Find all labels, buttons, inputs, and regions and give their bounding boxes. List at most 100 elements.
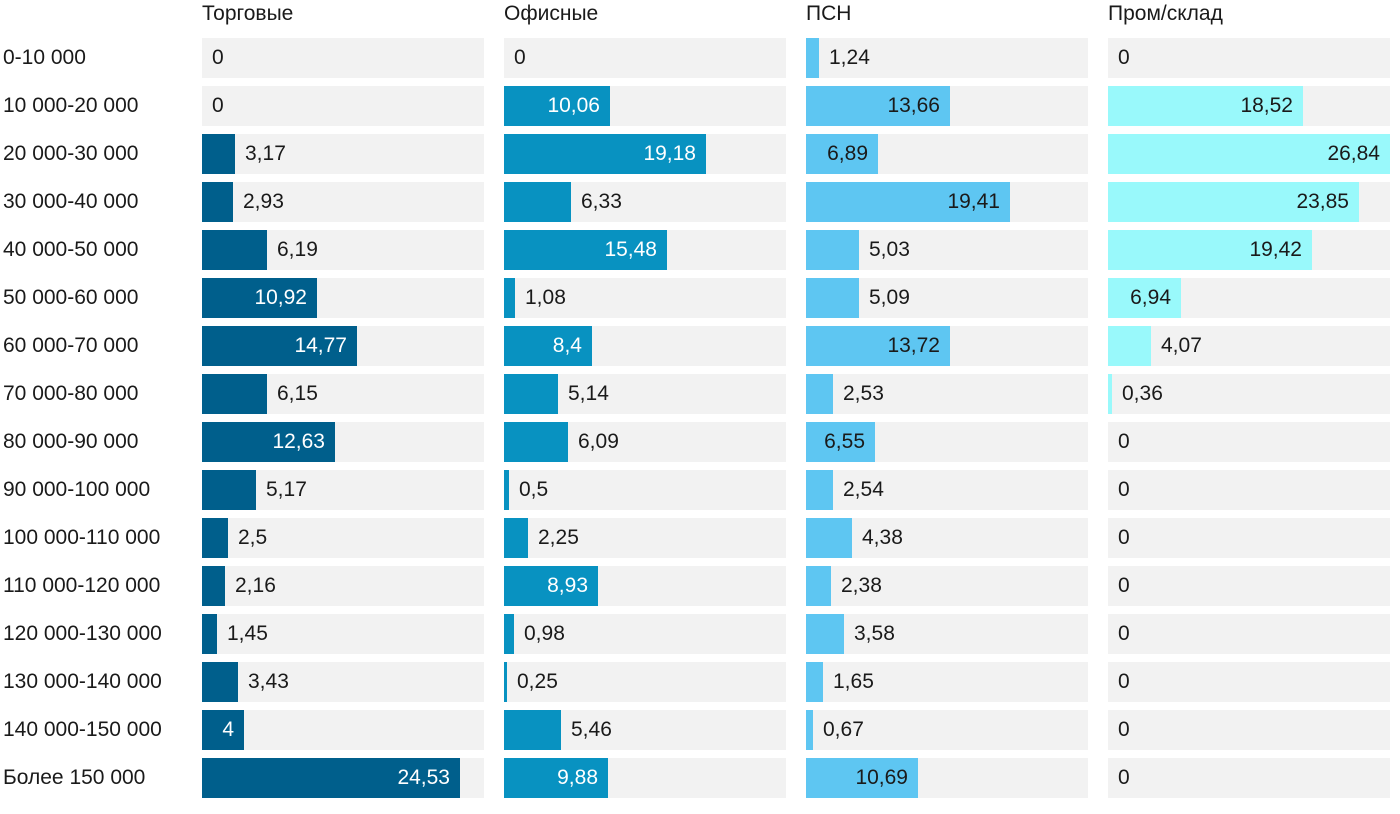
bar-value-label: 1,08 — [525, 286, 566, 309]
bar-value-label: 6,89 — [827, 142, 868, 165]
bar-track: 0,67 — [806, 710, 1088, 750]
bar-track: 4 — [202, 710, 484, 750]
category-label: 40 000-50 000 — [3, 238, 139, 261]
category-label: 20 000-30 000 — [3, 142, 139, 165]
bar — [806, 230, 859, 270]
bar-value-label: 0 — [1118, 574, 1130, 597]
bar — [504, 758, 608, 798]
bar-track: 2,93 — [202, 182, 484, 222]
bar-value-label: 24,53 — [397, 766, 450, 789]
bar-track: 1,65 — [806, 662, 1088, 702]
bar-value-label: 1,45 — [227, 622, 268, 645]
bar-track: 23,85 — [1108, 182, 1390, 222]
bar — [1108, 86, 1303, 126]
bar — [806, 710, 813, 750]
bar-track: 2,16 — [202, 566, 484, 606]
bar — [806, 662, 823, 702]
bar-track: 3,43 — [202, 662, 484, 702]
bar-value-label: 3,58 — [854, 622, 895, 645]
bar-value-label: 8,4 — [552, 334, 582, 357]
bar — [806, 38, 819, 78]
bar-value-label: 26,84 — [1327, 142, 1380, 165]
bar — [202, 230, 267, 270]
category-label: 120 000-130 000 — [3, 622, 162, 645]
bar-value-label: 10,69 — [855, 766, 908, 789]
bar-value-label: 10,06 — [547, 94, 600, 117]
bar-track: 1,08 — [504, 278, 786, 318]
bar-value-label: 14,77 — [294, 334, 347, 357]
bar-track: 0 — [1108, 422, 1390, 462]
bar-value-label: 8,93 — [547, 574, 588, 597]
bar-value-label: 0 — [212, 46, 224, 69]
bar-track: 1,24 — [806, 38, 1088, 78]
category-label: 100 000-110 000 — [3, 526, 161, 549]
bar-track: 0,98 — [504, 614, 786, 654]
bar — [1108, 278, 1181, 318]
category-label: 50 000-60 000 — [3, 286, 139, 309]
bar — [202, 182, 233, 222]
bar — [806, 614, 844, 654]
bar — [202, 470, 256, 510]
bar — [806, 518, 852, 558]
bar — [504, 230, 667, 270]
bar — [202, 134, 235, 174]
bar-track: 6,55 — [806, 422, 1088, 462]
bar-value-label: 0,36 — [1122, 382, 1163, 405]
bar-track: 0,5 — [504, 470, 786, 510]
series-header: Офисные — [504, 2, 599, 25]
bar-track: 19,41 — [806, 182, 1088, 222]
series-header: Торговые — [202, 2, 294, 25]
bar-track: 0 — [1108, 470, 1390, 510]
bar-value-label: 3,17 — [245, 142, 286, 165]
bar-value-label: 0 — [1118, 526, 1130, 549]
bar-value-label: 13,66 — [887, 94, 940, 117]
bar-value-label: 2,93 — [243, 190, 284, 213]
category-label: 60 000-70 000 — [3, 334, 139, 357]
category-label: 140 000-150 000 — [3, 718, 162, 741]
bar-value-label: 6,55 — [824, 430, 865, 453]
bar — [504, 134, 706, 174]
bar-track: 9,88 — [504, 758, 786, 798]
bar-track: 6,33 — [504, 182, 786, 222]
bar-track: 4,07 — [1108, 326, 1390, 366]
bar-value-label: 5,17 — [266, 478, 307, 501]
bar — [806, 278, 859, 318]
bar-value-label: 19,42 — [1249, 238, 1302, 261]
bar — [806, 470, 833, 510]
bar — [806, 134, 878, 174]
category-label: 70 000-80 000 — [3, 382, 139, 405]
bar-value-label: 1,65 — [833, 670, 874, 693]
bar-value-label: 4,07 — [1161, 334, 1202, 357]
bar — [202, 614, 217, 654]
bar-value-label: 0 — [1118, 670, 1130, 693]
bar-track: 18,52 — [1108, 86, 1390, 126]
bar — [504, 518, 528, 558]
category-label: 10 000-20 000 — [3, 94, 139, 117]
bar — [504, 182, 571, 222]
bar — [504, 566, 598, 606]
bar-value-label: 9,88 — [557, 766, 598, 789]
bar-track: 5,17 — [202, 470, 484, 510]
bar — [202, 710, 244, 750]
bar-track: 10,06 — [504, 86, 786, 126]
bar — [1108, 230, 1312, 270]
bar — [202, 662, 238, 702]
bar-value-label: 0 — [1118, 478, 1130, 501]
bar-track: 3,58 — [806, 614, 1088, 654]
bar-track: 6,94 — [1108, 278, 1390, 318]
bar — [806, 374, 833, 414]
bar-track: 0 — [1108, 758, 1390, 798]
bar-track: 0 — [1108, 614, 1390, 654]
bar — [806, 86, 950, 126]
bar-track: 26,84 — [1108, 134, 1390, 174]
bar-track: 0 — [1108, 38, 1390, 78]
bar-value-label: 13,72 — [887, 334, 940, 357]
bar — [202, 566, 225, 606]
bar-track: 2,54 — [806, 470, 1088, 510]
bar-value-label: 5,09 — [869, 286, 910, 309]
category-label: 80 000-90 000 — [3, 430, 139, 453]
bar-value-label: 0,98 — [524, 622, 565, 645]
bar-track: 13,66 — [806, 86, 1088, 126]
bar-track: 2,5 — [202, 518, 484, 558]
bar-track: 2,38 — [806, 566, 1088, 606]
